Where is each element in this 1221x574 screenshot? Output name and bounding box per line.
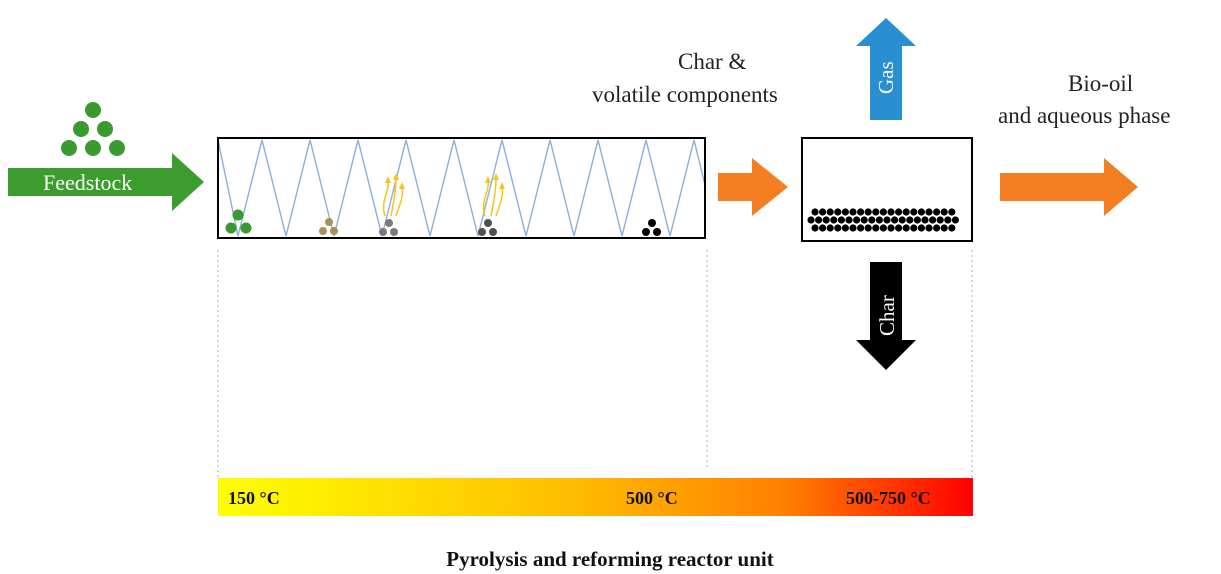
separator-box bbox=[801, 137, 973, 242]
char-particle bbox=[917, 208, 926, 216]
char-particle bbox=[837, 216, 846, 224]
char-particle bbox=[849, 224, 857, 232]
char-particle bbox=[857, 208, 865, 216]
char-particle bbox=[887, 208, 895, 216]
char-particle bbox=[910, 208, 918, 216]
char-particle bbox=[830, 216, 838, 224]
char-particle bbox=[815, 216, 823, 224]
char-particle bbox=[925, 208, 933, 216]
temp-middle-label: 500 °C bbox=[626, 488, 678, 508]
char-particle bbox=[872, 224, 880, 232]
flow-arrow-icon bbox=[718, 158, 788, 216]
bio-oil-label-line2: and aqueous phase bbox=[998, 103, 1170, 128]
char-particle bbox=[891, 216, 899, 224]
char-particle bbox=[902, 224, 910, 232]
char-particle bbox=[819, 208, 827, 216]
particles-grey bbox=[379, 219, 398, 236]
feedstock-pellets bbox=[61, 102, 125, 156]
char-particle bbox=[849, 208, 857, 216]
feedstock-label: Feedstock bbox=[43, 170, 132, 195]
particles-green bbox=[225, 209, 252, 234]
char-particle bbox=[887, 224, 895, 232]
figure-caption: Pyrolysis and reforming reactor unit bbox=[446, 547, 773, 571]
char-particle bbox=[845, 216, 853, 224]
char-particle bbox=[936, 216, 944, 224]
char-particle bbox=[872, 208, 880, 216]
char-particle bbox=[879, 208, 888, 216]
char-particle bbox=[933, 208, 941, 216]
char-particle bbox=[879, 224, 888, 232]
char-particle bbox=[868, 216, 876, 224]
char-particle bbox=[895, 224, 903, 232]
char-volatile-label-line2: volatile components bbox=[592, 82, 778, 107]
char-arrow-icon bbox=[856, 262, 916, 370]
char-particle bbox=[933, 224, 941, 232]
char-particle bbox=[857, 224, 865, 232]
char-particle bbox=[811, 208, 819, 216]
char-particle bbox=[906, 216, 914, 224]
bio-oil-label-line1: Bio-oil bbox=[1068, 71, 1133, 96]
char-particle bbox=[940, 224, 948, 232]
char-particle bbox=[864, 208, 872, 216]
screw-reactor bbox=[217, 137, 706, 239]
char-label: Char bbox=[875, 295, 899, 336]
char-particle bbox=[860, 216, 868, 224]
temp-end-label: 500-750 °C bbox=[846, 488, 931, 508]
char-particle bbox=[853, 216, 861, 224]
char-particle bbox=[834, 224, 842, 232]
char-particle bbox=[948, 224, 956, 232]
char-particle bbox=[826, 208, 834, 216]
char-particle bbox=[826, 224, 834, 232]
char-particle bbox=[864, 224, 872, 232]
char-particle bbox=[940, 208, 948, 216]
char-particle bbox=[819, 224, 827, 232]
char-particle bbox=[841, 224, 850, 232]
char-volatile-label-line1: Char & bbox=[678, 49, 746, 74]
gas-arrow-icon bbox=[856, 18, 916, 120]
volatile-arrowheads bbox=[385, 173, 505, 189]
char-particle bbox=[944, 216, 952, 224]
char-particle bbox=[807, 216, 815, 224]
temp-start-label: 150 °C bbox=[228, 488, 280, 508]
char-particle bbox=[898, 216, 906, 224]
bio-oil-arrow-icon bbox=[1000, 158, 1138, 216]
guide-lines bbox=[217, 250, 973, 478]
char-particle bbox=[902, 208, 910, 216]
char-particle bbox=[841, 208, 850, 216]
char-particle bbox=[948, 208, 956, 216]
char-particle bbox=[929, 216, 937, 224]
screw-zigzag bbox=[217, 139, 706, 237]
gas-label: Gas bbox=[874, 61, 898, 94]
particles-brown bbox=[319, 218, 338, 235]
char-particle bbox=[925, 224, 933, 232]
particles-black bbox=[642, 219, 661, 236]
char-particle bbox=[822, 216, 830, 224]
char-particle bbox=[913, 216, 922, 224]
char-particle bbox=[811, 224, 819, 232]
char-particle bbox=[883, 216, 891, 224]
char-particle bbox=[834, 208, 842, 216]
char-particle bbox=[917, 224, 926, 232]
char-particle bbox=[921, 216, 929, 224]
feedstock-arrow-icon bbox=[8, 153, 204, 211]
char-particle bbox=[910, 224, 918, 232]
char-particle bbox=[875, 216, 884, 224]
temperature-gradient-bar bbox=[218, 478, 973, 516]
char-particle bbox=[951, 216, 960, 224]
char-particle bbox=[895, 208, 903, 216]
char-bed bbox=[807, 208, 960, 232]
particles-dark bbox=[478, 219, 497, 236]
